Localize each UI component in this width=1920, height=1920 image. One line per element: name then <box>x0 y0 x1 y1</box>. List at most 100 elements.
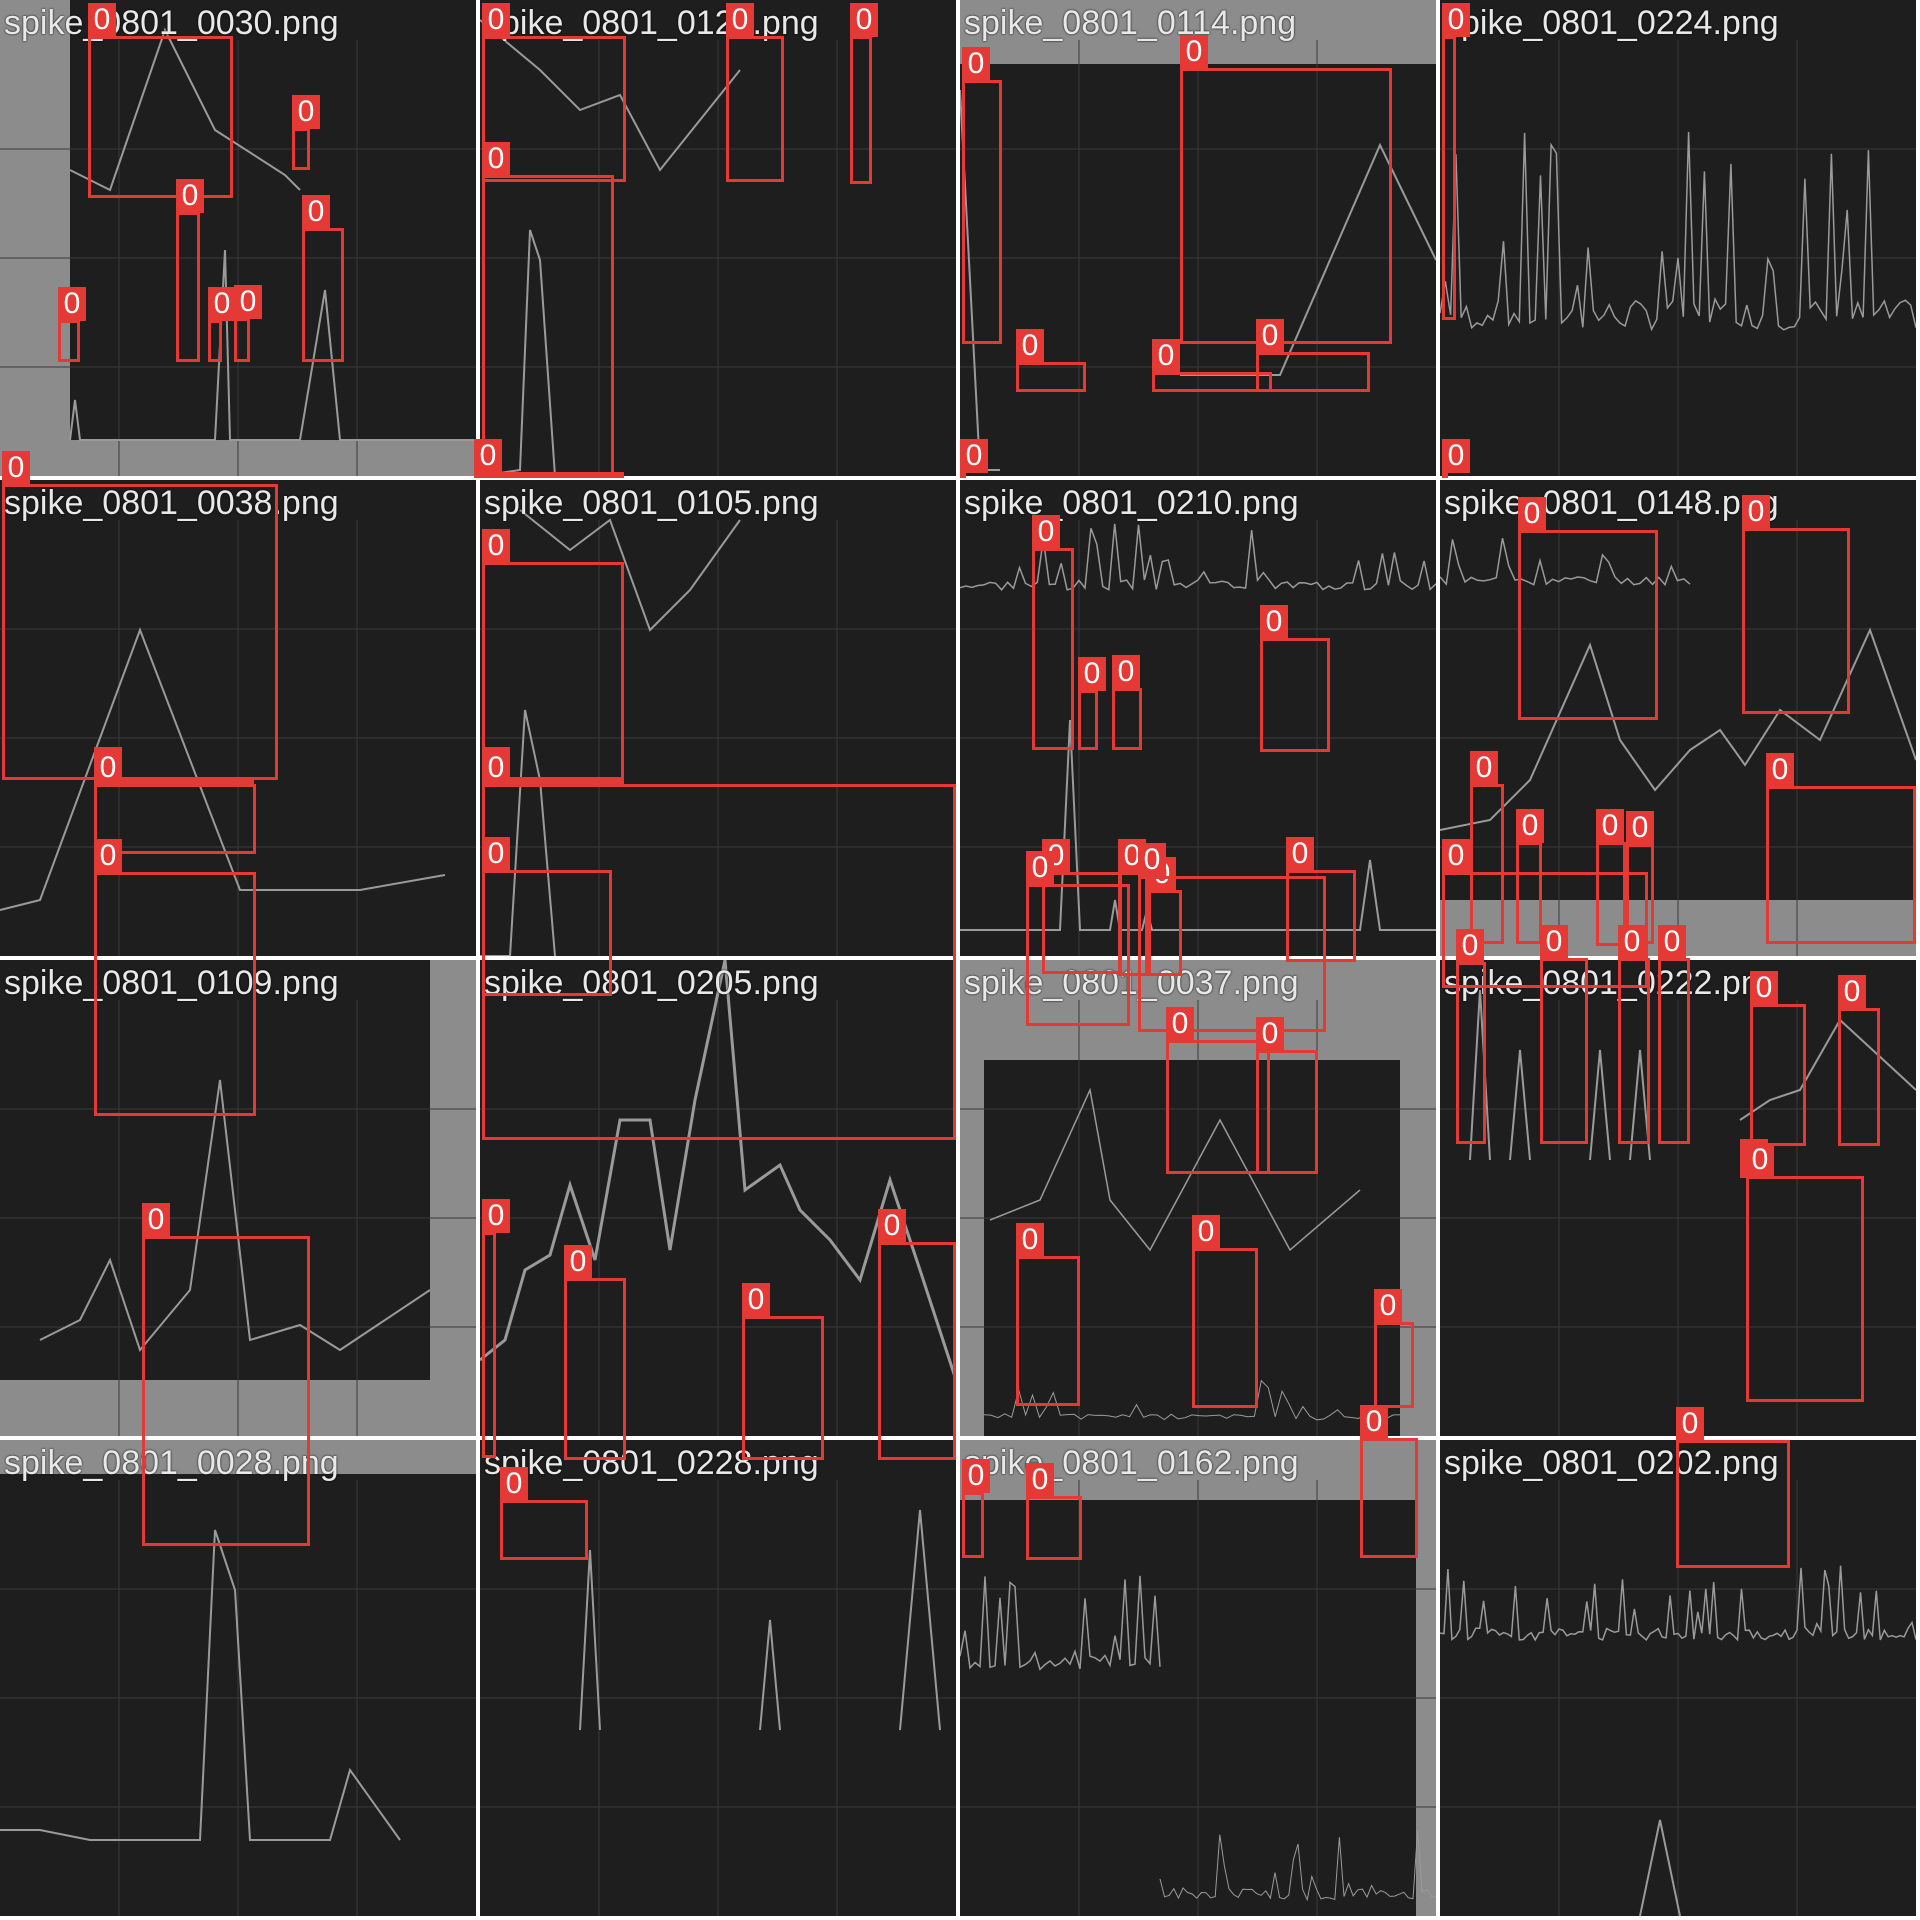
detection-box[interactable]: 0 <box>1138 843 1326 1032</box>
detection-box[interactable]: 0 <box>208 287 236 362</box>
thumbnail-tile[interactable]: spike_0801_0205.png <box>480 960 956 1436</box>
thumbnail-tile[interactable]: spike_0801_0038.png <box>0 480 476 956</box>
detection-box[interactable]: 0 <box>1260 605 1330 752</box>
class-label-badge: 0 <box>500 1467 528 1501</box>
detection-box[interactable]: 0 <box>1518 497 1658 720</box>
class-label-badge: 0 <box>1626 811 1654 845</box>
detection-box[interactable]: 0 <box>482 751 956 1140</box>
detection-box[interactable]: 0 <box>1026 851 1130 1026</box>
thumbnail-tile[interactable]: spike_0801_0030.png <box>0 0 476 476</box>
detection-box[interactable]: 0 <box>234 285 262 362</box>
detection-box[interactable]: 0 <box>482 3 626 182</box>
detection-box[interactable]: 0 <box>500 1467 588 1560</box>
detection-box[interactable]: 0 <box>1766 753 1916 944</box>
detection-box[interactable]: 0 <box>1286 837 1356 962</box>
detection-box[interactable]: 0 <box>1676 1407 1790 1568</box>
trace-line <box>899 1509 941 1731</box>
detection-box[interactable]: 0 <box>1360 1405 1418 1558</box>
detection-box[interactable]: 0 <box>742 1283 824 1460</box>
detection-box[interactable]: 0 <box>878 1209 956 1460</box>
thumbnail-tile[interactable]: spike_0801_0224.png <box>1440 0 1916 476</box>
thumbnail-tile[interactable]: spike_0801_0228.png <box>480 1440 956 1916</box>
trace-line <box>0 1529 401 1841</box>
detection-box[interactable]: 0 <box>1540 925 1588 1144</box>
detection-box[interactable]: 0 <box>726 3 784 182</box>
trace-line <box>1440 131 1916 332</box>
detection-box[interactable]: 0 <box>960 439 988 478</box>
detection-box[interactable]: 0 <box>850 3 878 184</box>
detection-box[interactable]: 0 <box>1838 975 1880 1146</box>
detection-box[interactable]: 0 <box>302 195 344 362</box>
detection-box[interactable]: 0 <box>1456 929 1486 1144</box>
detection-box[interactable]: 0 <box>564 1245 626 1460</box>
detection-box[interactable]: 0 <box>1596 809 1626 946</box>
detection-box[interactable]: 0 <box>482 529 624 780</box>
detection-box[interactable]: 0 <box>1256 1017 1318 1174</box>
class-label-badge: 0 <box>962 47 990 81</box>
chart-screenshot <box>1440 989 1916 1436</box>
thumbnail-tile[interactable]: spike_0801_0122.png <box>480 0 956 476</box>
detection-box[interactable]: 0 <box>292 95 320 170</box>
detection-box[interactable]: 0 <box>1658 925 1690 1144</box>
class-label-badge: 0 <box>482 3 510 37</box>
class-label-badge: 0 <box>482 142 510 176</box>
thumbnail-tile[interactable]: spike_0801_0222.png <box>1440 960 1916 1436</box>
detection-box[interactable]: 0 <box>1618 925 1650 1144</box>
trace-line <box>1509 1049 1531 1161</box>
detection-box[interactable]: 0 <box>1078 657 1106 750</box>
detection-box[interactable]: 0 <box>1746 1143 1864 1402</box>
thumbnail-tile[interactable]: spike_0801_0037.png <box>960 960 1436 1436</box>
detection-box[interactable]: 0 <box>2 451 278 780</box>
thumbnail-tile[interactable]: spike_0801_0109.png <box>0 960 476 1436</box>
detection-box[interactable]: 0 <box>1112 655 1142 750</box>
trace-line <box>759 1619 781 1731</box>
detection-box[interactable]: 0 <box>1192 1215 1258 1408</box>
image-filename-label: spike_0801_0109.png <box>4 964 339 1002</box>
detection-box[interactable]: 0 <box>1026 1463 1082 1560</box>
detection-box[interactable]: 0 <box>1152 339 1272 392</box>
class-label-badge: 0 <box>742 1283 770 1317</box>
detection-box[interactable]: 0 <box>142 1203 310 1546</box>
detection-box[interactable]: 0 <box>94 751 256 854</box>
image-filename-label: spike_0801_0228.png <box>484 1444 819 1482</box>
trace-line <box>1469 989 1491 1161</box>
class-label-badge: 0 <box>726 3 754 37</box>
detection-box[interactable]: 0 <box>88 3 233 198</box>
detection-box[interactable]: 0 <box>482 1199 510 1458</box>
detection-box[interactable]: 0 <box>1166 1007 1270 1174</box>
class-label-badge: 0 <box>234 285 262 319</box>
detection-box[interactable]: 0 <box>1374 1289 1414 1408</box>
detection-box[interactable]: 0 <box>962 1459 990 1558</box>
trace-line <box>1629 1049 1651 1161</box>
frame-margin <box>960 960 984 1436</box>
trace-line <box>480 19 741 172</box>
detection-box[interactable]: 0 <box>1442 3 1470 320</box>
detection-box[interactable]: 0 <box>482 142 614 475</box>
detection-box[interactable]: 0 <box>58 287 86 362</box>
detection-box[interactable]: 0 <box>1516 809 1544 944</box>
detection-box[interactable]: 0 <box>474 439 624 478</box>
chart-screenshot <box>1440 40 1916 476</box>
detection-box[interactable]: 0 <box>1442 839 1648 988</box>
image-filename-label: spike_0801_0202.png <box>1444 1444 1779 1482</box>
frame-margin <box>1400 960 1436 1436</box>
detection-box[interactable]: 0 <box>1016 329 1086 392</box>
detection-box[interactable]: 0 <box>1016 1223 1080 1406</box>
detection-box[interactable]: 0 <box>176 179 204 362</box>
detection-box[interactable]: 0 <box>94 839 256 1116</box>
detection-box[interactable]: 0 <box>1442 439 1470 478</box>
thumbnail-tile[interactable]: spike_0801_0105.png <box>480 480 956 956</box>
detection-box[interactable]: 0 <box>1626 811 1654 944</box>
detection-box[interactable]: 0 <box>1750 971 1806 1146</box>
detection-box[interactable]: 0 <box>1742 495 1850 714</box>
chart-screenshot <box>0 0 476 476</box>
class-label-badge: 0 <box>1286 837 1314 871</box>
detection-box[interactable]: 0 <box>1180 35 1392 344</box>
detection-box[interactable]: 0 <box>1256 319 1370 392</box>
chart-screenshot <box>0 960 476 1436</box>
detection-box[interactable]: 0 <box>1032 515 1074 750</box>
trace-line <box>39 1079 431 1353</box>
thumbnail-tile[interactable]: spike_0801_0028.png <box>0 1440 476 1916</box>
detection-box[interactable]: 0 <box>1470 751 1504 944</box>
detection-box[interactable]: 0 <box>962 47 1002 344</box>
